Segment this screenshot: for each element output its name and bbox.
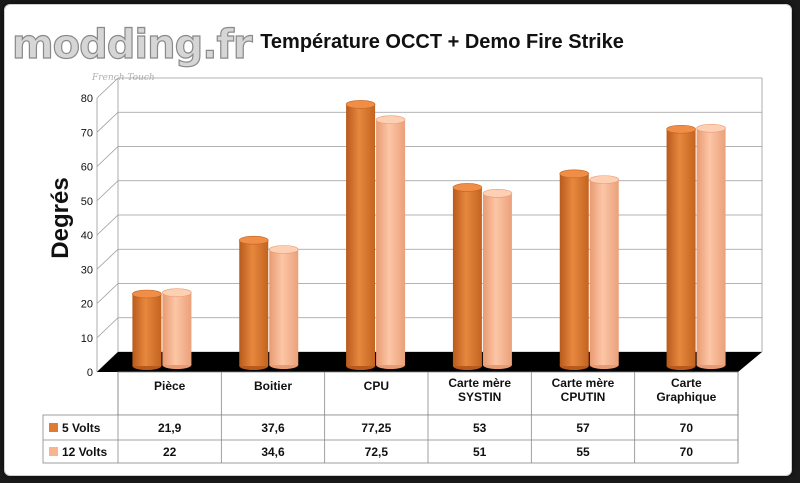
bar-top	[452, 183, 483, 192]
gridline-side-30	[96, 248, 119, 270]
y-tick-label: 10	[81, 333, 93, 345]
x-category-label: Carte	[671, 376, 702, 390]
bars	[132, 100, 726, 370]
x-category-label: Graphique	[656, 390, 716, 404]
table-body	[42, 414, 739, 464]
bar-body	[346, 104, 376, 366]
bar-top	[345, 100, 376, 109]
gridline-side-10	[96, 317, 119, 339]
bar-top	[696, 123, 726, 133]
bar-5v	[132, 289, 162, 370]
data-value-label: 57	[576, 421, 590, 435]
floor-plane	[97, 352, 762, 372]
y-tick-label: 40	[81, 230, 93, 242]
gridline-side-40	[96, 214, 119, 236]
bar-12v	[589, 175, 620, 369]
legend-series-name: 5 Volts	[62, 421, 101, 435]
y-tick-label: 60	[81, 162, 93, 174]
gridline-side-80	[96, 77, 119, 99]
bar-top	[666, 124, 696, 134]
bar-5v	[452, 183, 483, 370]
y-tick-label: 0	[87, 367, 93, 379]
bar-body	[559, 173, 589, 366]
y-axis-ticks: 0 10 20 30 40 50 60 70 80	[81, 93, 93, 379]
gridline-side-70	[96, 111, 119, 133]
legend-swatch	[49, 423, 58, 432]
x-category-label: Pièce	[154, 379, 186, 393]
x-category-label: Boitier	[254, 379, 292, 393]
data-value-label: 22	[163, 445, 177, 459]
bar-body	[482, 193, 512, 365]
x-category-label: SYSTIN	[458, 390, 501, 404]
bar-body	[376, 119, 406, 365]
y-tick-label: 30	[81, 264, 93, 276]
legend-series-name: 12 Volts	[62, 445, 107, 459]
bar-top	[238, 235, 269, 245]
data-value-label: 21,9	[158, 421, 182, 435]
bar-12v	[696, 123, 726, 369]
bar-body	[666, 129, 696, 366]
bar-body	[589, 179, 619, 365]
bar-12v	[375, 115, 406, 369]
data-value-label: 72,5	[365, 445, 389, 459]
data-value-label: 53	[473, 421, 487, 435]
y-tick-label: 50	[81, 196, 93, 208]
bar-top	[375, 115, 406, 124]
bar-top	[589, 175, 620, 184]
bar-5v	[559, 169, 590, 370]
bar-top	[162, 288, 192, 297]
gridline-side-60	[96, 146, 119, 167]
bar-body	[239, 240, 269, 366]
bar-top	[132, 289, 162, 299]
data-value-label: 51	[473, 445, 487, 459]
data-value-label: 70	[680, 445, 694, 459]
chart-title: Température OCCT + Demo Fire Strike	[260, 31, 624, 53]
bar-top	[268, 245, 299, 254]
watermark-logo: modding.fr	[12, 22, 253, 68]
y-tick-label: 20	[81, 299, 93, 311]
y-axis-label: Degrés	[47, 177, 74, 258]
x-category-label: Carte mère	[448, 376, 511, 390]
gridline-side-20	[96, 283, 119, 304]
bar-body	[269, 249, 299, 365]
data-value-label: 70	[680, 421, 694, 435]
bar-body	[162, 292, 192, 365]
bar-5v	[238, 235, 269, 370]
x-category-label: CPU	[364, 379, 389, 393]
data-value-label: 34,6	[261, 445, 285, 459]
data-value-label: 37,6	[261, 421, 285, 435]
bar-12v	[162, 288, 192, 369]
bar-5v	[666, 124, 696, 370]
legend-swatch	[49, 447, 58, 456]
x-category-label: CPUTIN	[561, 390, 606, 404]
y-tick-label: 80	[81, 93, 93, 105]
x-category-label: Carte mère	[552, 376, 615, 390]
bar-12v	[482, 189, 513, 369]
y-tick-label: 70	[81, 127, 93, 139]
bar-body	[696, 128, 726, 365]
data-value-label: 55	[576, 445, 590, 459]
chart-floor	[97, 352, 762, 372]
bar-5v	[345, 100, 376, 370]
data-value-label: 77,25	[361, 421, 391, 435]
bar-body	[452, 187, 482, 366]
gridline-side-50	[96, 180, 119, 202]
bar-top	[482, 189, 513, 198]
bar-top	[559, 169, 590, 179]
gridlines	[96, 77, 763, 373]
bar-12v	[268, 245, 299, 369]
bar-body	[132, 293, 162, 366]
